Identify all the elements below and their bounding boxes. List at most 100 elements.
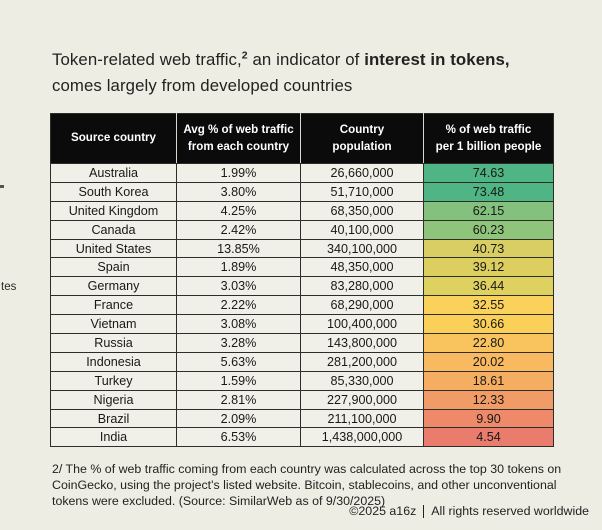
country-cell: Spain [50, 257, 177, 278]
footnote-marker: 2 [241, 49, 248, 62]
traffic-pct-cell: 3.03% [176, 276, 301, 297]
column-header: Source country [50, 113, 177, 164]
country-cell: India [50, 427, 177, 448]
population-cell: 68,350,000 [300, 200, 424, 221]
table-row: Nigeria 2.81% 227,900,000 12.33 [50, 389, 554, 410]
heat-cell: 60.23 [423, 219, 554, 240]
population-cell: 68,290,000 [300, 295, 424, 316]
population-cell: 100,400,000 [300, 314, 424, 335]
title-line1-bold: interest in tokens, [364, 50, 510, 69]
table-row: Spain 1.89% 48,350,000 39.12 [50, 257, 554, 278]
traffic-pct-cell: 1.59% [176, 370, 301, 391]
traffic-pct-cell: 1.99% [176, 163, 301, 183]
heat-cell: 20.02 [423, 351, 554, 372]
table-body: Australia 1.99% 26,660,000 74.63 South Korea… [50, 163, 554, 448]
title-line1-pre: Token-related web traffic, [52, 50, 242, 69]
heat-cell: 40.73 [423, 238, 554, 259]
population-cell: 211,100,000 [300, 408, 424, 429]
population-cell: 51,710,000 [300, 181, 424, 202]
heat-cell: 39.12 [423, 257, 554, 278]
table-row: Germany 3.03% 83,280,000 36.44 [50, 276, 554, 297]
table-row: South Korea 3.80% 51,710,000 73.48 [50, 181, 554, 202]
table-row: Canada 2.42% 40,100,000 60.23 [50, 219, 554, 240]
table-row: Vietnam 3.08% 100,400,000 30.66 [50, 314, 554, 335]
country-cell: Nigeria [50, 389, 177, 410]
country-cell: Turkey [50, 370, 177, 391]
clipped-mark-fragment [0, 185, 4, 188]
traffic-pct-cell: 3.08% [176, 314, 301, 335]
traffic-pct-cell: 2.22% [176, 295, 301, 316]
column-header: Avg % of web traffic from each country [176, 113, 301, 164]
footnote: 2/ The % of web traffic coming from each… [52, 461, 561, 509]
column-header: % of web traffic per 1 billion people [423, 113, 554, 164]
heat-cell: 18.61 [423, 370, 554, 391]
population-cell: 340,100,000 [300, 238, 424, 259]
column-header: Country population [300, 113, 424, 164]
title-line1-mid: an indicator of [247, 50, 365, 69]
clipped-text-fragment: tes [1, 281, 17, 293]
table-row: Indonesia 5.63% 281,200,000 20.02 [50, 351, 554, 372]
traffic-pct-cell: 2.42% [176, 219, 301, 240]
traffic-pct-cell: 1.89% [176, 257, 301, 278]
heat-cell: 22.80 [423, 333, 554, 353]
heat-cell: 74.63 [423, 163, 554, 183]
table-row: Brazil 2.09% 211,100,000 9.90 [50, 408, 554, 429]
country-cell: France [50, 295, 177, 316]
table-row: Australia 1.99% 26,660,000 74.63 [50, 163, 554, 183]
heat-cell: 9.90 [423, 408, 554, 429]
table-row: Russia 3.28% 143,800,000 22.80 [50, 333, 554, 353]
traffic-pct-cell: 3.80% [176, 181, 301, 202]
title-line2: comes largely from developed countries [52, 76, 353, 95]
table-row: United Kingdom 4.25% 68,350,000 62.15 [50, 200, 554, 221]
heat-cell: 32.55 [423, 295, 554, 316]
heat-cell: 30.66 [423, 314, 554, 335]
population-cell: 227,900,000 [300, 389, 424, 410]
country-cell: United Kingdom [50, 200, 177, 221]
footer-divider [423, 504, 425, 518]
table-row: Turkey 1.59% 85,330,000 18.61 [50, 370, 554, 391]
footnote-line: tokens were excluded. (Source: SimilarWe… [52, 494, 386, 508]
country-cell: Canada [50, 219, 177, 240]
population-cell: 281,200,000 [300, 351, 424, 372]
heat-cell: 4.54 [423, 427, 554, 448]
table-header: Source country Avg % of web traffic from … [50, 113, 554, 164]
population-cell: 83,280,000 [300, 276, 424, 297]
traffic-pct-cell: 4.25% [176, 200, 301, 221]
country-cell: South Korea [50, 181, 177, 202]
heat-cell: 36.44 [423, 276, 554, 297]
country-cell: Vietnam [50, 314, 177, 335]
table-header-row: Source country Avg % of web traffic from … [50, 113, 554, 164]
population-cell: 85,330,000 [300, 370, 424, 391]
footnote-line: 2/ The % of web traffic coming from each… [52, 462, 562, 476]
country-cell: Russia [50, 333, 177, 353]
traffic-pct-cell: 6.53% [176, 427, 301, 448]
figure-title: Token-related web traffic,2 an indicator… [52, 47, 567, 99]
copyright-text: ©2025 a16z [349, 504, 417, 518]
population-cell: 143,800,000 [300, 333, 424, 353]
table-row: France 2.22% 68,290,000 32.55 [50, 295, 554, 316]
population-cell: 48,350,000 [300, 257, 424, 278]
traffic-table: Source country Avg % of web traffic from … [50, 113, 554, 448]
copyright-footer: ©2025 a16z All rights reserved worldwide [349, 504, 589, 518]
traffic-pct-cell: 5.63% [176, 351, 301, 372]
table-row: India 6.53% 1,438,000,000 4.54 [50, 427, 554, 448]
traffic-pct-cell: 13.85% [176, 238, 301, 259]
table-row: United States 13.85% 340,100,000 40.73 [50, 238, 554, 259]
heat-cell: 62.15 [423, 200, 554, 221]
population-cell: 40,100,000 [300, 219, 424, 240]
traffic-pct-cell: 2.09% [176, 408, 301, 429]
population-cell: 1,438,000,000 [300, 427, 424, 448]
country-cell: Australia [50, 163, 177, 183]
heat-cell: 73.48 [423, 181, 554, 202]
traffic-pct-cell: 3.28% [176, 333, 301, 353]
heat-cell: 12.33 [423, 389, 554, 410]
country-cell: Germany [50, 276, 177, 297]
country-cell: Indonesia [50, 351, 177, 372]
traffic-pct-cell: 2.81% [176, 389, 301, 410]
country-cell: Brazil [50, 408, 177, 429]
footnote-line: CoinGecko, using the project's listed we… [52, 478, 557, 492]
rights-text: All rights reserved worldwide [431, 504, 589, 518]
population-cell: 26,660,000 [300, 163, 424, 183]
country-cell: United States [50, 238, 177, 259]
